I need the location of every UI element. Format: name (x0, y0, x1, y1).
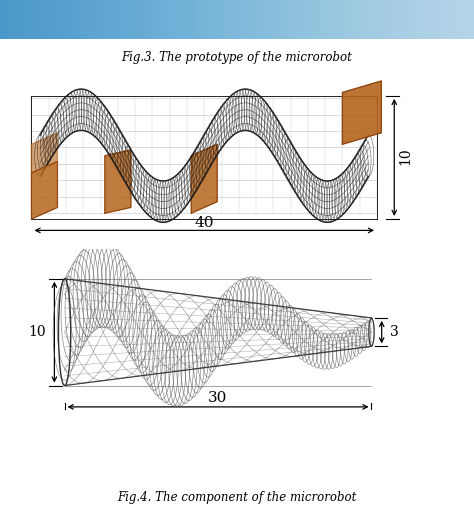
Polygon shape (191, 144, 217, 213)
Polygon shape (105, 150, 131, 213)
Polygon shape (31, 161, 57, 219)
Polygon shape (31, 133, 57, 173)
Text: 10: 10 (399, 147, 412, 165)
Text: 3: 3 (390, 325, 399, 339)
Text: 30: 30 (209, 390, 228, 404)
Text: 40: 40 (194, 216, 214, 230)
Text: Fig.4. The component of the microrobot: Fig.4. The component of the microrobot (117, 490, 357, 504)
Text: 10: 10 (28, 325, 46, 339)
Polygon shape (342, 81, 381, 144)
Text: Fig.3. The prototype of the microrobot: Fig.3. The prototype of the microrobot (121, 51, 353, 64)
